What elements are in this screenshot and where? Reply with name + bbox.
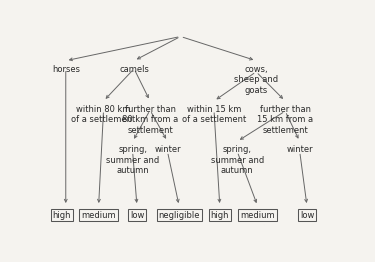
Text: spring,
summer and
autumn: spring, summer and autumn: [106, 145, 159, 175]
Text: medium: medium: [240, 211, 275, 220]
Text: winter: winter: [154, 145, 181, 154]
Text: within 15 km
of a settlement: within 15 km of a settlement: [182, 105, 246, 124]
Text: cows,
sheep and
goats: cows, sheep and goats: [234, 65, 278, 95]
Text: low: low: [130, 211, 144, 220]
Text: winter: winter: [286, 145, 313, 154]
Text: camels: camels: [119, 65, 149, 74]
Text: spring,
summer and
autumn: spring, summer and autumn: [211, 145, 264, 175]
Text: high: high: [53, 211, 71, 220]
Text: further than
80 km from a
settlement: further than 80 km from a settlement: [122, 105, 178, 135]
Text: low: low: [300, 211, 314, 220]
Text: within 80 km
of a settlement: within 80 km of a settlement: [71, 105, 136, 124]
Text: high: high: [210, 211, 229, 220]
Text: horses: horses: [52, 65, 80, 74]
Text: negligible: negligible: [158, 211, 200, 220]
Text: medium: medium: [81, 211, 116, 220]
Text: further than
15 km from a
settlement: further than 15 km from a settlement: [257, 105, 313, 135]
